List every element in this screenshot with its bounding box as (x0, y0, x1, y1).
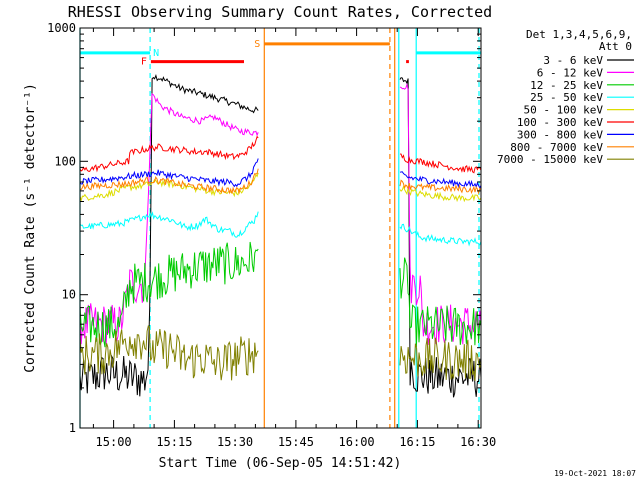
series-line (399, 179, 482, 195)
series-line (79, 93, 259, 345)
x-tick-label: 15:15 (156, 435, 192, 449)
series-line (79, 241, 259, 348)
flag-label: N (153, 48, 159, 59)
series-line (79, 135, 259, 173)
plot-area: NF S (79, 28, 482, 428)
x-tick-label: 16:15 (399, 435, 435, 449)
legend-label: 100 - 300 keV (517, 116, 603, 129)
series-line (79, 325, 259, 381)
series-line (79, 168, 259, 195)
legend-label: 800 - 7000 keV (510, 141, 603, 154)
series-line (399, 171, 482, 190)
legend-label: 25 - 50 keV (530, 91, 603, 104)
x-axis: 15:00 15:15 15:30 15:45 16:00 16:15 16:30 (92, 28, 496, 449)
series-line (79, 210, 259, 238)
y-tick-label: 1000 (47, 21, 76, 35)
x-tick-label: 16:00 (339, 435, 375, 449)
series-line (399, 153, 482, 174)
series-line (399, 185, 482, 203)
legend-label: 50 - 100 keV (524, 104, 604, 117)
x-tick-label: 15:00 (96, 435, 132, 449)
chart-title: RHESSI Observing Summary Count Rates, Co… (68, 3, 492, 21)
plot-frame (79, 27, 482, 429)
legend-header: Att 0 (599, 40, 632, 53)
legend-label: 300 - 800 keV (517, 128, 603, 141)
y-axis-label: Corrected Count Rate (s⁻¹ detector⁻¹) (23, 83, 38, 373)
series-line (79, 158, 259, 188)
y-tick-label: 1 (69, 421, 76, 435)
series-line (399, 337, 482, 381)
x-tick-label: 16:30 (460, 435, 496, 449)
legend-header: Det 1,3,4,5,6,9, (526, 28, 632, 41)
series-line (399, 77, 482, 398)
y-tick-label: 10 (62, 288, 76, 302)
series-line (79, 172, 259, 203)
x-axis-label: Start Time (06-Sep-05 14:51:42) (159, 456, 402, 471)
series-line (399, 223, 482, 247)
x-tick-label: 15:30 (217, 435, 253, 449)
legend-label: 7000 - 15000 keV (497, 153, 603, 166)
x-tick-label: 15:45 (278, 435, 314, 449)
legend-label: 3 - 6 keV (543, 54, 603, 67)
timestamp: 19-Oct-2021 18:07 (554, 469, 636, 478)
legend-label: 12 - 25 keV (530, 79, 603, 92)
series-line (79, 74, 259, 397)
y-axis: 1 10 100 1000 (47, 21, 481, 435)
flag-label: S (254, 39, 260, 50)
flag-label: F (141, 57, 147, 68)
y-tick-label: 100 (54, 154, 76, 168)
legend-label: 6 - 12 keV (537, 66, 604, 79)
series-line (399, 257, 482, 348)
